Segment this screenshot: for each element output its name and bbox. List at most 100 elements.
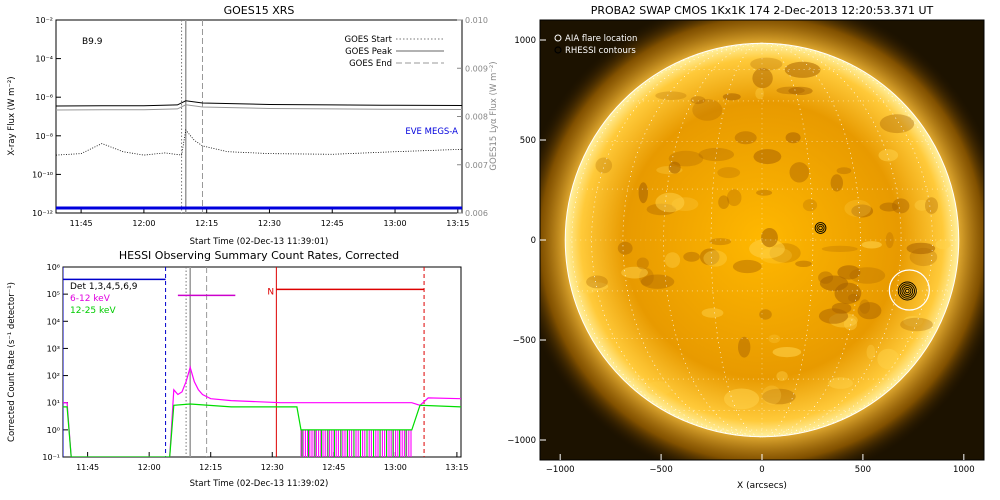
- solar-feature: [698, 147, 735, 162]
- solar-feature: [646, 381, 672, 396]
- solar-feature: [668, 161, 681, 174]
- goes-x-tick-label: 13:15: [446, 219, 469, 228]
- swap-y-tick-label: 500: [520, 136, 536, 146]
- solar-feature: [636, 257, 649, 270]
- goes-y-tick-label: 10⁻²: [35, 16, 53, 25]
- solar-feature: [756, 189, 773, 196]
- goes-legend: GOES Start GOES Peak GOES End: [344, 35, 444, 69]
- hessi-panel: HESSI Observing Summary Count Rates, Cor…: [7, 249, 468, 489]
- solar-feature: [759, 309, 772, 320]
- hessi-y-tick-label: 10¹: [47, 399, 60, 408]
- hessi-x-axis: 11:45 12:00 12:15 12:30 12:45 13:00 13:15: [76, 452, 468, 472]
- hessi-plot-frame: [62, 266, 462, 458]
- solar-feature: [749, 238, 785, 259]
- rhessi-contour: [897, 281, 917, 301]
- goes-x-axis: 11:45 12:00 12:15 12:30 12:45 13:00 13:15: [70, 208, 469, 228]
- solar-feature: [935, 239, 951, 250]
- hessi-x-tick-label: 13:15: [445, 463, 468, 472]
- hessi-x-tick-label: 12:15: [199, 463, 222, 472]
- goes-y2-axis-label: GOES15 Lyα Flux (W m⁻²): [489, 61, 499, 170]
- solar-feature: [877, 348, 900, 370]
- goes-y2-tick-label: 0.006: [465, 209, 488, 218]
- hessi-legend-low-label: 6-12 keV: [70, 294, 111, 304]
- hessi-attenuator-bars: [300, 429, 412, 457]
- swap-y-tick-label: −1000: [507, 436, 536, 446]
- hessi-flag-label: S: [54, 277, 60, 287]
- solar-feature: [692, 99, 723, 121]
- swap-y-tick-label: 0: [531, 236, 536, 246]
- hessi-x-axis-label: Start Time (02-Dec-13 11:39:02): [190, 479, 329, 489]
- swap-title: PROBA2 SWAP CMOS 1Kx1K 174 2-Dec-2013 12…: [591, 4, 934, 17]
- hessi-x-tick-label: 13:00: [384, 463, 407, 472]
- longitude-line: [663, 42, 861, 438]
- solar-feature: [750, 57, 783, 71]
- solar-feature: [851, 204, 874, 218]
- solar-feature: [925, 197, 938, 215]
- solar-feature: [878, 149, 899, 162]
- hessi-y-tick-label: 10²: [47, 372, 60, 381]
- hessi-y-tick-label: 10⁴: [47, 317, 60, 326]
- hessi-12-25-kev-line: [63, 403, 461, 457]
- solar-feature: [640, 274, 675, 289]
- goes-x-tick-label: 12:30: [258, 219, 281, 228]
- goes-legend-peak-label: GOES Peak: [345, 47, 392, 57]
- solar-feature: [906, 242, 936, 255]
- hessi-title: HESSI Observing Summary Count Rates, Cor…: [119, 249, 399, 262]
- rhessi-contour: [899, 283, 915, 299]
- swap-legend-aia-label: AIA flare location: [565, 34, 637, 44]
- solar-feature: [885, 232, 894, 249]
- solar-feature: [732, 259, 762, 274]
- solar-feature: [762, 388, 796, 405]
- goes-lya-line: [56, 104, 462, 111]
- solar-feature: [709, 238, 732, 246]
- swap-x-axis: −1000 −500 0 500 1000: [546, 454, 975, 475]
- solar-texture: [578, 57, 951, 410]
- hessi-legend-high-label: 12-25 keV: [70, 306, 116, 316]
- solar-feature: [753, 149, 782, 165]
- hessi-x-tick-label: 12:30: [261, 463, 284, 472]
- solar-feature: [655, 192, 685, 213]
- solar-feature: [664, 252, 681, 268]
- goes-x-axis-label: Start Time (02-Dec-13 11:39:01): [190, 237, 329, 247]
- solar-feature: [795, 260, 812, 267]
- goes-y-tick-label: 10⁻¹⁰: [32, 170, 53, 179]
- solar-feature: [776, 86, 805, 95]
- goes-y2-tick-label: 0.009: [465, 64, 488, 73]
- solar-feature: [703, 250, 727, 267]
- goes-title: GOES15 XRS: [224, 4, 295, 17]
- swap-y-axis: −1000 −500 0 500 1000: [507, 36, 546, 446]
- goes-y-tick-label: 10⁻⁴: [35, 55, 53, 64]
- solar-feature: [776, 371, 788, 382]
- solar-feature: [734, 131, 757, 145]
- hessi-y-tick-label: 10³: [47, 344, 60, 353]
- solar-feature: [755, 88, 764, 100]
- goes-legend-start-label: GOES Start: [344, 35, 392, 45]
- solar-feature: [717, 167, 741, 179]
- solar-feature: [586, 275, 608, 289]
- solar-feature: [621, 266, 648, 279]
- solar-feature: [900, 317, 933, 332]
- solar-feature: [595, 157, 613, 174]
- solar-feature: [722, 93, 741, 101]
- hessi-x-tick-label: 12:00: [138, 463, 161, 472]
- solar-feature: [752, 68, 773, 89]
- solar-feature: [837, 265, 861, 280]
- goes-x-tick-label: 13:00: [383, 219, 406, 228]
- solar-feature: [789, 162, 810, 183]
- hessi-legend: Det 1,3,4,5,6,9 6-12 keV 12-25 keV: [70, 282, 138, 316]
- solar-feature: [699, 248, 720, 266]
- solar-feature: [857, 302, 882, 320]
- swap-x-tick-label: −500: [649, 465, 672, 475]
- solar-feature: [892, 198, 910, 214]
- hessi-y-tick-label: 10⁻¹: [42, 453, 60, 462]
- solar-feature: [655, 91, 687, 100]
- solar-feature: [761, 228, 778, 248]
- hessi-flag-label: N: [267, 287, 274, 297]
- hessi-y-tick-label: 10⁰: [47, 426, 60, 435]
- hessi-legend-det-label: Det 1,3,4,5,6,9: [70, 282, 138, 292]
- solar-feature: [617, 241, 633, 255]
- swap-legend-rhessi-symbol: [554, 46, 562, 54]
- aia-flare-circle: [888, 269, 930, 311]
- goes-series: [56, 100, 462, 156]
